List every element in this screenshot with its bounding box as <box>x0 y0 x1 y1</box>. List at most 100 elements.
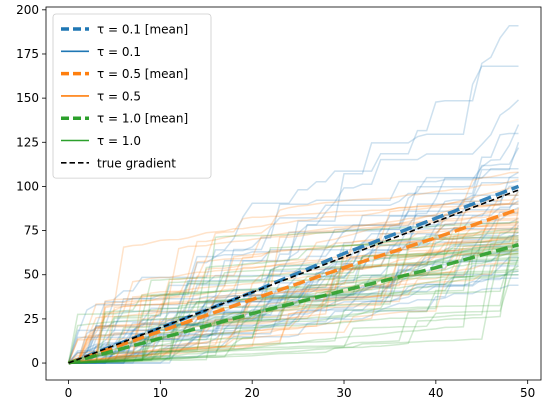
y-tick-label: 100 <box>16 179 39 193</box>
sample-line <box>68 235 519 364</box>
y-tick-label: 150 <box>16 91 39 105</box>
sample-line <box>67 221 519 364</box>
legend-label: τ = 1.0 [mean] <box>97 112 188 126</box>
sample-line <box>68 226 519 364</box>
x-tick-label: 0 <box>65 386 73 400</box>
sample-line <box>68 212 519 364</box>
sample-line <box>68 176 519 364</box>
sample-line <box>68 236 519 364</box>
sample-line <box>68 185 519 364</box>
y-tick-label: 50 <box>24 268 39 282</box>
sample-line <box>67 132 519 364</box>
sample-line <box>68 222 519 364</box>
sample-line <box>68 168 519 364</box>
sample-line <box>68 254 519 364</box>
x-tick-label: 40 <box>428 386 443 400</box>
sample-line <box>68 194 519 364</box>
sample-line <box>68 256 519 364</box>
sample-line <box>68 229 519 364</box>
sample-line <box>67 99 520 364</box>
sample-line <box>68 171 519 364</box>
sample-line <box>68 249 519 364</box>
sample-line <box>68 236 519 364</box>
sample-line <box>68 259 519 364</box>
legend-label: τ = 0.5 [mean] <box>97 67 188 81</box>
legend-label: τ = 0.1 <box>97 45 141 59</box>
y-tick-label: 175 <box>16 47 39 61</box>
sample-line <box>68 284 519 364</box>
sample-line <box>68 265 519 364</box>
sample-line <box>68 191 520 364</box>
y-tick-label: 125 <box>16 135 39 149</box>
sample-line <box>68 251 519 364</box>
sample-line <box>68 217 519 364</box>
sample-line <box>68 201 519 364</box>
sample-line <box>68 224 519 364</box>
series-line-3 <box>68 243 519 365</box>
x-tick-label: 10 <box>153 386 168 400</box>
sample-line <box>68 171 519 364</box>
sample-line <box>68 185 519 364</box>
sample-line <box>68 240 519 364</box>
legend-label: true gradient <box>97 156 176 170</box>
sample-line <box>68 210 519 364</box>
sample-line <box>68 178 519 364</box>
sample-line <box>68 243 519 364</box>
sample-line <box>67 124 520 364</box>
sample-line <box>68 207 520 364</box>
sample-line <box>68 228 519 364</box>
series-line-1 <box>67 184 520 365</box>
sample-line <box>68 258 519 364</box>
sample-line <box>68 261 519 364</box>
sample-line <box>68 194 519 364</box>
y-tick-label: 75 <box>24 224 39 238</box>
sample-line <box>68 240 519 364</box>
legend-box <box>52 13 212 179</box>
sample-line <box>68 235 519 364</box>
sample-line <box>68 245 519 364</box>
sample-line <box>67 231 519 364</box>
sample-line <box>68 228 519 364</box>
sample-line <box>68 263 519 364</box>
sample-line <box>68 273 519 364</box>
sample-line <box>68 245 519 364</box>
x-tick-label: 50 <box>520 386 535 400</box>
sample-line <box>68 268 519 364</box>
legend-label: τ = 1.0 <box>97 134 141 148</box>
sample-line <box>68 270 519 364</box>
series-line-2 <box>67 207 520 365</box>
sample-line <box>68 189 520 364</box>
sample-line <box>68 231 519 364</box>
y-axis: 0 25 50 75 100 125 150 175 200 <box>16 3 46 370</box>
sample-line <box>68 219 519 364</box>
sample-line <box>68 221 519 364</box>
series-line-4 <box>68 189 519 364</box>
y-tick-label: 0 <box>31 356 39 370</box>
sample-line <box>68 245 519 364</box>
legend: τ = 0.1 [mean] τ = 0.1 τ = 0.5 [mean] τ = 0… <box>52 13 212 179</box>
sample-line <box>67 245 519 364</box>
sample-line <box>68 198 519 364</box>
x-tick-label: 20 <box>245 386 260 400</box>
sample-line <box>68 238 519 364</box>
x-tick-label: 30 <box>336 386 351 400</box>
mean-lines <box>67 184 520 365</box>
sample-line <box>67 147 520 364</box>
legend-label: τ = 0.1 [mean] <box>97 23 188 37</box>
sample-line <box>68 252 519 364</box>
sample-line <box>68 265 519 364</box>
sample-line <box>68 273 519 364</box>
sample-line <box>67 24 519 364</box>
y-tick-label: 200 <box>16 3 39 17</box>
sample-line <box>67 65 519 364</box>
sample-line <box>68 252 519 364</box>
sample-line <box>68 206 519 364</box>
sample-line <box>68 256 519 364</box>
sample-line <box>68 203 519 364</box>
sample-line <box>68 238 520 364</box>
y-tick-label: 25 <box>24 312 39 326</box>
sample-line <box>68 231 519 364</box>
sample-line <box>68 259 519 364</box>
sample-line <box>68 256 520 364</box>
